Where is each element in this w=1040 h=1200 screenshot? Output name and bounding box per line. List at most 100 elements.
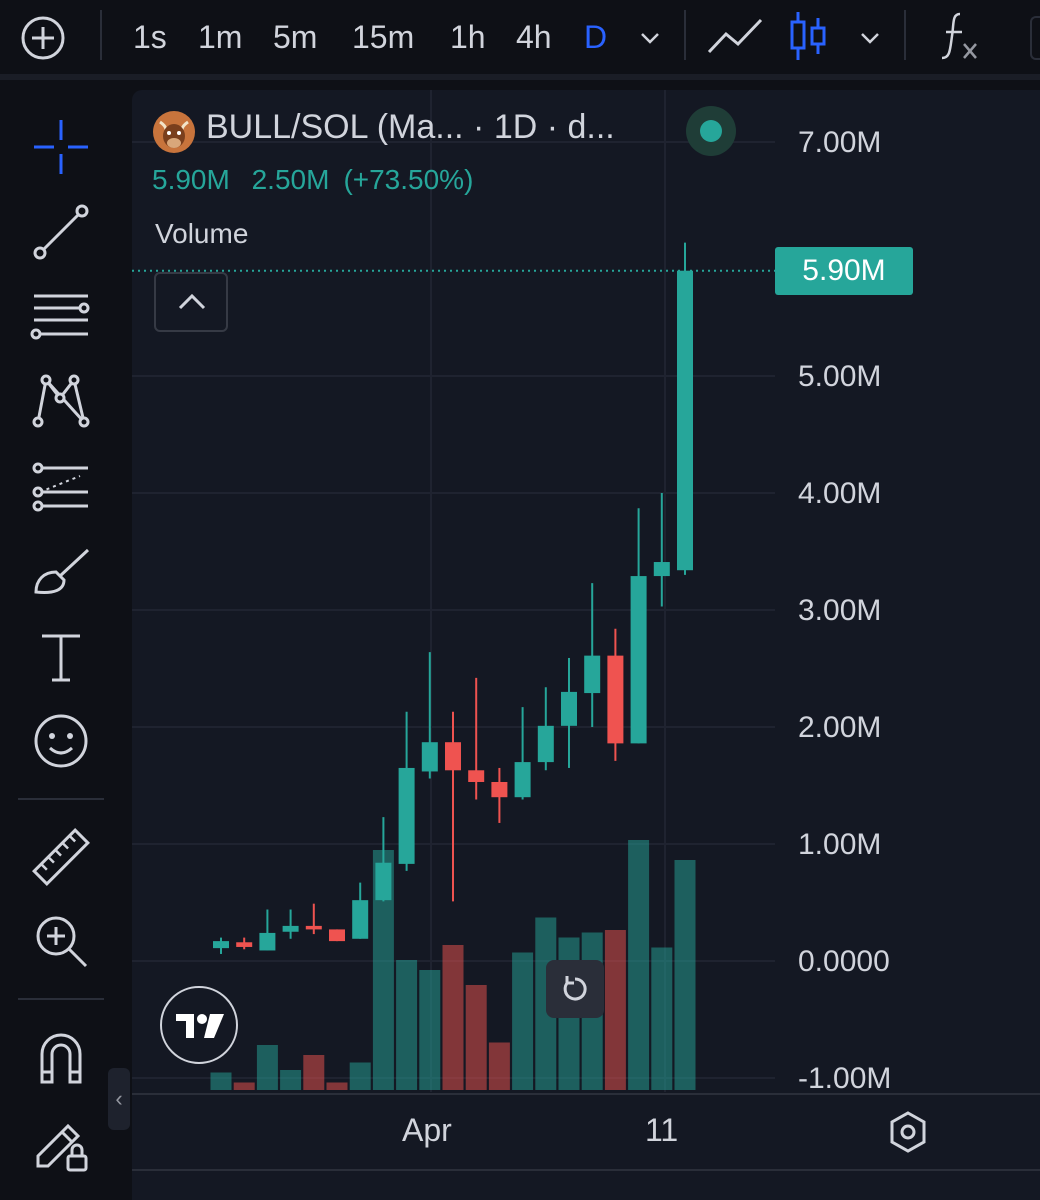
candle-body — [584, 655, 601, 694]
interval-1h[interactable]: 1h — [450, 19, 486, 55]
y-axis-label: 5.00M — [798, 360, 882, 393]
volume-bar — [674, 860, 696, 1090]
candle-body — [561, 691, 577, 726]
x-axis-label: Apr — [402, 1112, 452, 1148]
toolbar-divider — [100, 10, 102, 60]
magnet-icon[interactable] — [30, 1026, 92, 1088]
chevron-down-icon[interactable] — [638, 26, 662, 50]
candle-body — [630, 576, 647, 744]
volume-bar — [233, 1082, 255, 1090]
collapse-legend-button[interactable] — [154, 272, 228, 332]
candle-body — [329, 929, 345, 942]
toolbar-divider — [18, 798, 104, 800]
volume-bar — [280, 1070, 302, 1090]
interval-5m[interactable]: 5m — [273, 19, 318, 55]
ruler-icon[interactable] — [30, 826, 92, 888]
volume-bar — [419, 970, 441, 1090]
volume-bar — [210, 1072, 232, 1090]
settings-icon[interactable] — [888, 1110, 928, 1154]
reset-icon — [563, 976, 587, 1001]
tradingview-logo-icon — [176, 1014, 224, 1038]
volume-bar — [256, 1045, 278, 1090]
volume-indicator-label[interactable]: Volume — [155, 218, 249, 249]
symbol-title[interactable]: BULL/SOL (Ma... · 1D · d... — [206, 108, 615, 146]
volume-bar — [326, 1082, 348, 1090]
candle-body — [282, 925, 299, 932]
pattern-icon[interactable] — [30, 370, 92, 432]
legend-change: 2.50M — [251, 164, 330, 195]
y-axis-label: 4.00M — [798, 477, 882, 510]
toolbar-divider — [904, 10, 906, 60]
forecast-icon[interactable] — [30, 456, 92, 518]
volume-bar — [512, 952, 534, 1090]
candle-body — [653, 562, 670, 577]
candle-body — [259, 932, 276, 951]
candle-body — [677, 270, 693, 571]
volume-bar — [488, 1042, 510, 1090]
status-dot — [700, 120, 722, 142]
volume-bar — [303, 1055, 325, 1090]
interval-d[interactable]: D — [584, 19, 608, 55]
candle-body — [398, 767, 415, 864]
volume-bar — [396, 960, 418, 1090]
volume-bar — [628, 840, 650, 1090]
indicators-fx-icon[interactable] — [938, 10, 982, 62]
add-icon[interactable] — [20, 15, 66, 61]
chevron-down-icon[interactable] — [858, 26, 882, 50]
x-axis-label: 11 — [645, 1112, 679, 1148]
candle-body — [445, 742, 461, 771]
crosshair-icon[interactable] — [30, 116, 92, 178]
interval-1s[interactable]: 1s — [133, 19, 167, 55]
interval-15m[interactable]: 15m — [352, 19, 415, 55]
y-axis-label: -1.00M — [798, 1062, 892, 1095]
volume-bar — [651, 947, 673, 1090]
text-icon[interactable] — [30, 626, 92, 688]
interval-4h[interactable]: 4h — [516, 19, 552, 55]
brush-icon[interactable] — [30, 542, 92, 604]
legend-last-value: 5.90M — [152, 164, 230, 195]
fib-levels-icon[interactable] — [30, 286, 92, 348]
drawing-toolbar — [0, 86, 122, 1200]
y-axis-label: 0.0000 — [798, 945, 890, 978]
volume-bar — [442, 945, 464, 1090]
y-axis-label: 1.00M — [798, 828, 882, 861]
chevron-up-icon — [178, 293, 206, 310]
candle-body — [305, 925, 322, 930]
top-toolbar: 1s 1m 5m 15m 1h 4h D — [0, 0, 1040, 80]
candle-body — [421, 742, 438, 772]
volume-bar — [604, 930, 626, 1090]
last-price-label: 5.90M — [775, 247, 913, 295]
zoom-in-icon[interactable] — [30, 910, 92, 972]
y-axis-label: 2.00M — [798, 711, 882, 744]
volume-bar — [372, 850, 394, 1090]
reset-chart-button[interactable] — [546, 960, 604, 1018]
toolbar-collapse-tab[interactable]: ‹ — [108, 1068, 130, 1130]
candles-icon[interactable] — [788, 10, 828, 62]
candle-body — [607, 655, 624, 744]
interval-1m[interactable]: 1m — [198, 19, 243, 55]
volume-bar — [349, 1062, 371, 1090]
y-axis-label: 3.00M — [798, 594, 882, 627]
candle-body — [491, 781, 508, 798]
toolbar-divider — [684, 10, 686, 60]
candle-body — [468, 770, 485, 782]
bull-token-logo — [153, 111, 195, 153]
volume-bar — [465, 985, 487, 1090]
y-axis-label: 7.00M — [798, 126, 882, 159]
candle-body — [236, 942, 253, 947]
emoji-icon[interactable] — [30, 710, 92, 772]
candle-body — [352, 900, 369, 939]
line-chart-icon[interactable] — [706, 14, 764, 60]
tradingview-logo[interactable] — [160, 986, 238, 1064]
candle-body — [514, 762, 531, 798]
candle-body — [213, 941, 229, 949]
toolbar-overflow-edge — [1030, 16, 1040, 60]
toolbar-divider — [18, 998, 104, 1000]
legend-values: 5.90M 2.50M (+73.50%) — [152, 164, 487, 196]
candle-body — [537, 725, 554, 763]
trend-line-icon[interactable] — [30, 201, 92, 263]
lock-drawings-icon[interactable] — [30, 1112, 92, 1174]
market-status-indicator[interactable] — [686, 106, 736, 156]
legend-change-pct: (+73.50%) — [343, 164, 474, 195]
